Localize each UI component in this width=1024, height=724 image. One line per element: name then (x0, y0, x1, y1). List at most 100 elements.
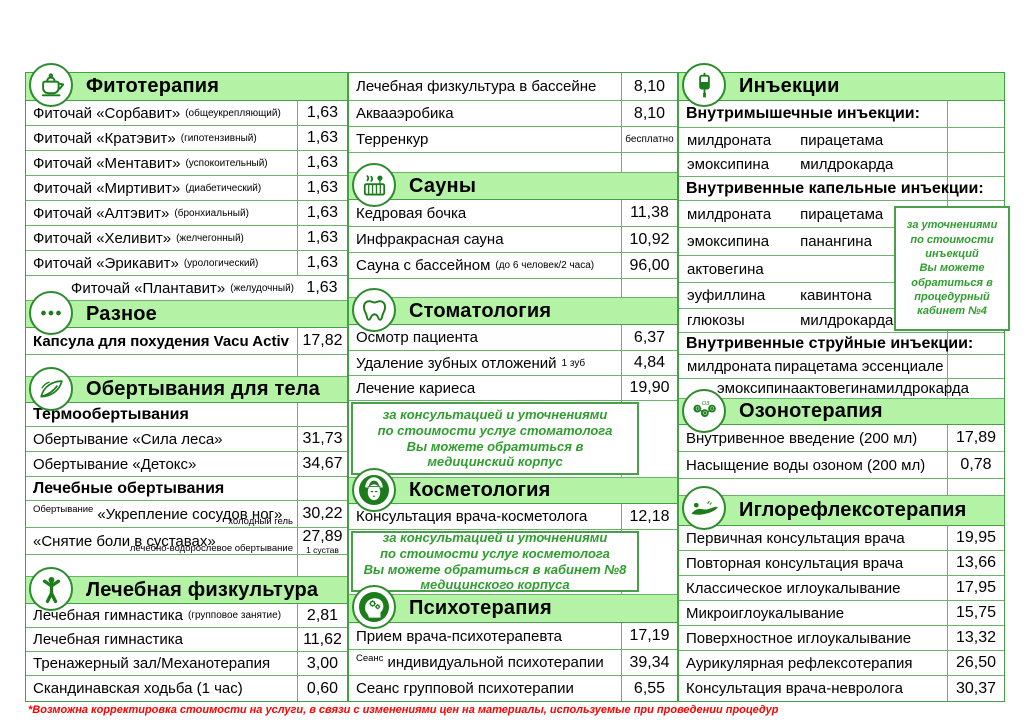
section-title: Разное (86, 302, 158, 325)
spacer-row (26, 355, 347, 377)
subsection-label: Лечебные обертывания (33, 479, 225, 497)
price-row: Фиточай «Алтэвит» (бронхиальный) 1,63 (26, 201, 347, 226)
service-name: Лечебная гимнастика (33, 631, 183, 648)
section-header: Лечебная физкультура (26, 567, 347, 611)
service-name: Осмотр пациента (356, 329, 478, 346)
service-label: Фиточай «Алтэвит» (бронхиальный) (26, 201, 297, 225)
note-line: кабинет №4 (917, 305, 987, 318)
price-cell: 1,63 (297, 151, 347, 175)
price-cell: 17,19 (621, 623, 677, 649)
service-label: «Снятие боли в суставах» лечебно-водоросл… (26, 528, 297, 555)
service-name: Поверхностное иглоукалывание (686, 629, 912, 647)
price-cell: 12,18 (621, 504, 677, 529)
service-name: Скандинавская ходьба (1 час) (33, 680, 243, 697)
section-header: Стоматология (349, 288, 677, 332)
drug-names-row: эмоксипина милдрокарда (679, 153, 1004, 177)
price-cell-empty (947, 379, 1004, 398)
price-cell: 96,00 (621, 253, 677, 278)
service-label: Сеанс групповой психотерапии (349, 676, 621, 701)
price-cell: 8,10 (621, 73, 677, 100)
service-name: Внутривенное введение (200 мл) (686, 429, 918, 447)
subsection-label: Термообертывания (33, 405, 189, 423)
price-cell: 1,63 (297, 176, 347, 200)
drug-name: милдроната (687, 358, 772, 375)
drug-names: актовегина (679, 256, 947, 282)
service-name: Инфракрасная сауна (356, 231, 504, 248)
service-price: 1,63 (306, 204, 339, 221)
price-cell: 30,37 (947, 676, 1004, 701)
svg-text:O: O (710, 407, 714, 413)
acupuncture-icon (682, 486, 726, 530)
service-name-note: (успокоительный) (185, 157, 268, 169)
svg-text:O3: O3 (702, 401, 711, 407)
section-title: Фитотерапия (86, 75, 220, 97)
service-label: Лечебная гимнастика (групповое занятие) (26, 604, 297, 627)
service-label: Сауна с бассейном (до 6 человек/2 часа) (349, 253, 621, 278)
price-row: «Снятие боли в суставах» лечебно-водоросл… (26, 528, 347, 555)
drug-names: милдроната пирацетама эссенциале (679, 355, 947, 378)
price-cell: 10,92 (621, 227, 677, 252)
service-label: Скандинавская ходьба (1 час) (26, 676, 297, 701)
service-label: Микроиглоукалывание (679, 601, 947, 625)
price-row: Поверхностное иглоукалывание 13,32 (679, 626, 1004, 651)
price-row: Консультация врача-косметолога 12,18 (349, 504, 677, 530)
service-price: 0,78 (960, 456, 992, 473)
service-name-note: (диабетический) (185, 182, 262, 194)
section-header: Психотерапия (349, 585, 677, 629)
service-label: Консультация врача-невролога (679, 676, 947, 701)
service-label: Инфракрасная сауна (349, 227, 621, 252)
iv-drip-icon (682, 63, 726, 107)
service-name: Консультация врача-косметолога (356, 508, 588, 525)
subsection-row: Лечебные обертывания (26, 477, 347, 501)
middle-column: Лечебная физкультура в бассейне 8,10 Акваа… (348, 72, 678, 702)
price-cell: 17,89 (947, 425, 1004, 451)
drug-name: пирацетама (800, 205, 884, 223)
note-line: инъекций (925, 248, 979, 261)
section-header: Фитотерапия (26, 63, 347, 107)
drug-name: эмоксипина (687, 233, 770, 250)
price-row: Инфракрасная сауна 10,92 (349, 227, 677, 253)
section-title: Сауны (409, 174, 477, 197)
drug-names: эмоксипина актовегина милдрокарда (679, 379, 969, 398)
price-cell: 11,38 (621, 200, 677, 226)
spacer-row (26, 555, 347, 577)
section-title: Лечебная физкультура (86, 578, 319, 601)
price-row: Фиточай «Кратэвит» (гипотензивный) 1,63 (26, 126, 347, 151)
price-cell-empty (297, 555, 347, 576)
service-price: 6,55 (633, 679, 666, 697)
service-label: Лечебная гимнастика (26, 628, 297, 651)
drug-names-row: глюкозы милдрокарда (679, 309, 1004, 333)
price-cell-empty (947, 479, 1004, 495)
section-header: Сауны (349, 163, 677, 207)
price-cell: 3,00 (297, 652, 347, 675)
price-cell: 1,63 (297, 126, 347, 150)
section-header: Инъекции (679, 63, 1004, 107)
service-name: Классическое иглоукалывание (686, 579, 901, 597)
service-name: индивидуальной психотерапии (387, 654, 604, 671)
service-price: 1,63 (306, 279, 338, 296)
price-unit-note: 1 сустав (306, 544, 339, 555)
service-price: 17,82 (302, 332, 343, 349)
price-cell: 0,60 (297, 676, 347, 701)
price-row: Фиточай «Плантавит» (желудочный) 1,63 (26, 276, 347, 301)
price-cell-empty (297, 477, 347, 500)
drug-name: кавинтона (800, 287, 872, 304)
service-label: Лечебная физкультура в бассейне (349, 73, 621, 100)
service-price: 96,00 (629, 256, 670, 274)
service-price: 1,63 (306, 179, 339, 196)
service-price: 1,63 (306, 254, 339, 271)
service-name-subnote: лечебно-водорослевое обертывание (129, 543, 293, 554)
service-price: 34,67 (302, 455, 343, 472)
service-label: Сеанс индивидуальной психотерапии (349, 650, 621, 675)
price-row: Капсула для похудения Vacu Activ 17,82 (26, 328, 347, 355)
service-price: 17,89 (955, 429, 997, 446)
price-row: Лечение кариеса 19,90 (349, 376, 677, 401)
service-price: 13,32 (955, 629, 997, 646)
note-row: за консультацией и уточнениями по стоимос… (349, 401, 677, 478)
price-row: Удаление зубных отложений 1 зуб 4,84 (349, 351, 677, 376)
service-label: Фиточай «Плантавит» (желудочный) (26, 276, 297, 300)
service-label: Осмотр пациента (349, 325, 621, 350)
service-name: Фиточай «Плантавит» (70, 279, 226, 297)
service-name: Терренкур (356, 131, 429, 148)
price-cell: 6,37 (621, 325, 677, 350)
